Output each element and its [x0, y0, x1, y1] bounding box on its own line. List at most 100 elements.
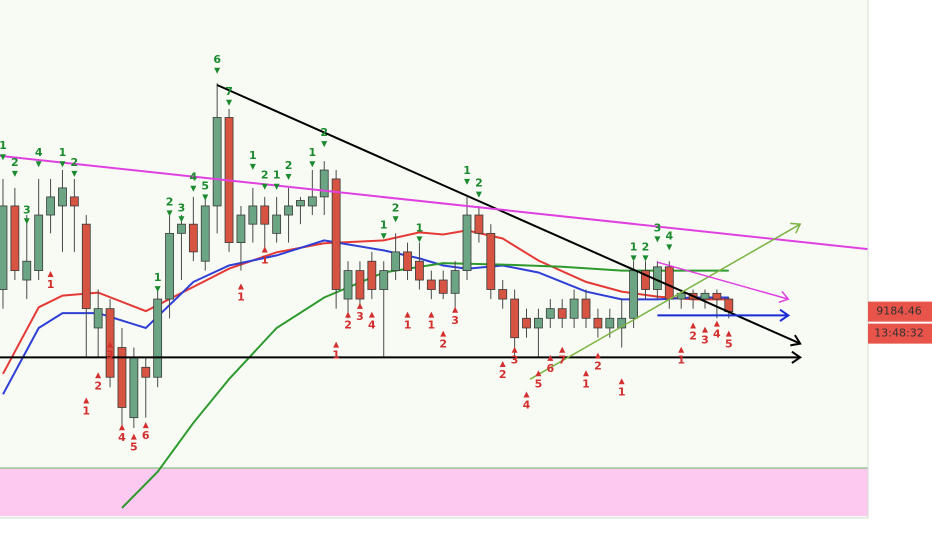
sequence-label: 2 — [344, 319, 352, 332]
candle-body — [22, 260, 32, 281]
sequence-arrow — [261, 183, 268, 190]
trend-line — [529, 223, 801, 380]
candles-layer — [0, 83, 734, 428]
candle-body — [593, 317, 603, 329]
sequence-label: 3 — [511, 354, 519, 367]
sequence-arrow — [440, 330, 447, 337]
sequence-label: 6 — [142, 429, 150, 442]
candle-body — [81, 223, 91, 310]
sequence-arrow — [35, 161, 42, 168]
sequence-arrow — [23, 218, 30, 225]
candle-body — [629, 270, 638, 319]
candle-body — [319, 169, 329, 198]
sequence-label: 2 — [285, 159, 293, 172]
sequence-arrow — [392, 216, 399, 223]
candle-body — [69, 196, 79, 207]
sequence-arrow — [202, 194, 209, 201]
sequence-label: 1 — [0, 139, 7, 152]
candle-body — [46, 196, 55, 216]
sequence-label: 3 — [356, 310, 364, 323]
sequence-label: 1 — [427, 319, 435, 332]
sequence-label: 1 — [47, 278, 55, 291]
sequence-arrow — [535, 370, 542, 377]
sequence-arrow — [118, 424, 125, 431]
sequence-arrow — [499, 361, 506, 368]
sequence-label: 1 — [416, 221, 424, 234]
candle-body — [188, 223, 198, 253]
arrow-head — [790, 334, 802, 347]
sequence-label: 1 — [677, 354, 685, 367]
sequence-label: 3 — [106, 349, 114, 362]
sequence-label: 2 — [392, 201, 400, 214]
sequence-label: 2 — [689, 330, 697, 343]
sequence-arrow — [47, 270, 54, 277]
sequence-label: 3 — [701, 334, 709, 347]
sequence-label: 2 — [439, 338, 447, 351]
candle-body — [117, 347, 127, 408]
sequence-arrow — [594, 352, 601, 359]
sequence-label: 1 — [154, 271, 162, 284]
sequence-label: 1 — [630, 240, 638, 253]
sequence-label: 4 — [713, 328, 721, 341]
candle-body — [34, 214, 44, 272]
sequence-label: 5 — [201, 179, 209, 192]
lines-layer — [0, 84, 869, 380]
sequence-arrow — [713, 320, 720, 327]
candle-body — [379, 270, 389, 290]
candle-body — [617, 317, 627, 329]
candle-body — [331, 178, 341, 290]
trend-line — [216, 84, 801, 345]
plot-background — [0, 0, 868, 518]
candle-body — [545, 308, 555, 319]
sequence-label: 4 — [190, 171, 198, 184]
sequence-arrow — [226, 99, 233, 106]
sequence-label: 2 — [94, 379, 102, 392]
candle-body — [248, 205, 258, 225]
sequence-label: 6 — [213, 53, 221, 66]
sequence-label: 1 — [261, 253, 269, 266]
sequence-label: 4 — [118, 431, 126, 444]
sequence-arrow — [0, 154, 6, 161]
sequence-arrow — [452, 306, 459, 313]
sequence-label: 7 — [558, 354, 566, 367]
sequence-label: 2 — [475, 177, 483, 190]
sequence-label: 4 — [665, 229, 673, 242]
sequence-label: 1 — [249, 149, 257, 162]
sequence-arrow — [59, 161, 66, 168]
sequence-label: 1 — [59, 146, 67, 159]
sequence-arrow — [321, 141, 328, 148]
candle-body — [367, 260, 377, 290]
sequence-label: 3 — [654, 221, 662, 234]
sequence-label: 2 — [261, 169, 269, 182]
sequence-arrow — [249, 163, 256, 170]
last-price-label: 9184.46 — [876, 305, 922, 318]
arrow-head — [778, 290, 790, 304]
sequence-arrow — [666, 244, 673, 251]
sequence-arrow — [273, 183, 280, 190]
sequence-arrow — [11, 170, 18, 177]
sequence-arrow — [261, 246, 268, 253]
price-axis — [868, 0, 932, 550]
candle-body — [534, 317, 543, 329]
candle-body — [260, 205, 270, 225]
sequence-arrow — [190, 185, 197, 192]
sequence-label: 3 — [23, 203, 31, 216]
axis-layer: 9184.46 13:48:32 — [868, 301, 932, 344]
sequence-label: 1 — [332, 349, 340, 362]
candle-body — [700, 292, 710, 300]
sequence-arrow — [678, 346, 685, 353]
candle-body — [141, 366, 151, 378]
sequence-arrow — [333, 341, 340, 348]
sequence-label: 7 — [225, 85, 233, 98]
candle-body — [129, 356, 139, 419]
sequence-arrow — [416, 236, 423, 243]
candle-body — [403, 251, 412, 272]
sequence-arrow — [404, 311, 411, 318]
sequence-arrow — [309, 161, 316, 168]
volume-zone — [0, 468, 868, 516]
candle-body — [177, 223, 186, 234]
sequence-arrow — [214, 67, 221, 74]
sequence-label: 2 — [11, 156, 19, 169]
candle-body — [664, 266, 674, 300]
sequence-arrow — [345, 311, 352, 318]
